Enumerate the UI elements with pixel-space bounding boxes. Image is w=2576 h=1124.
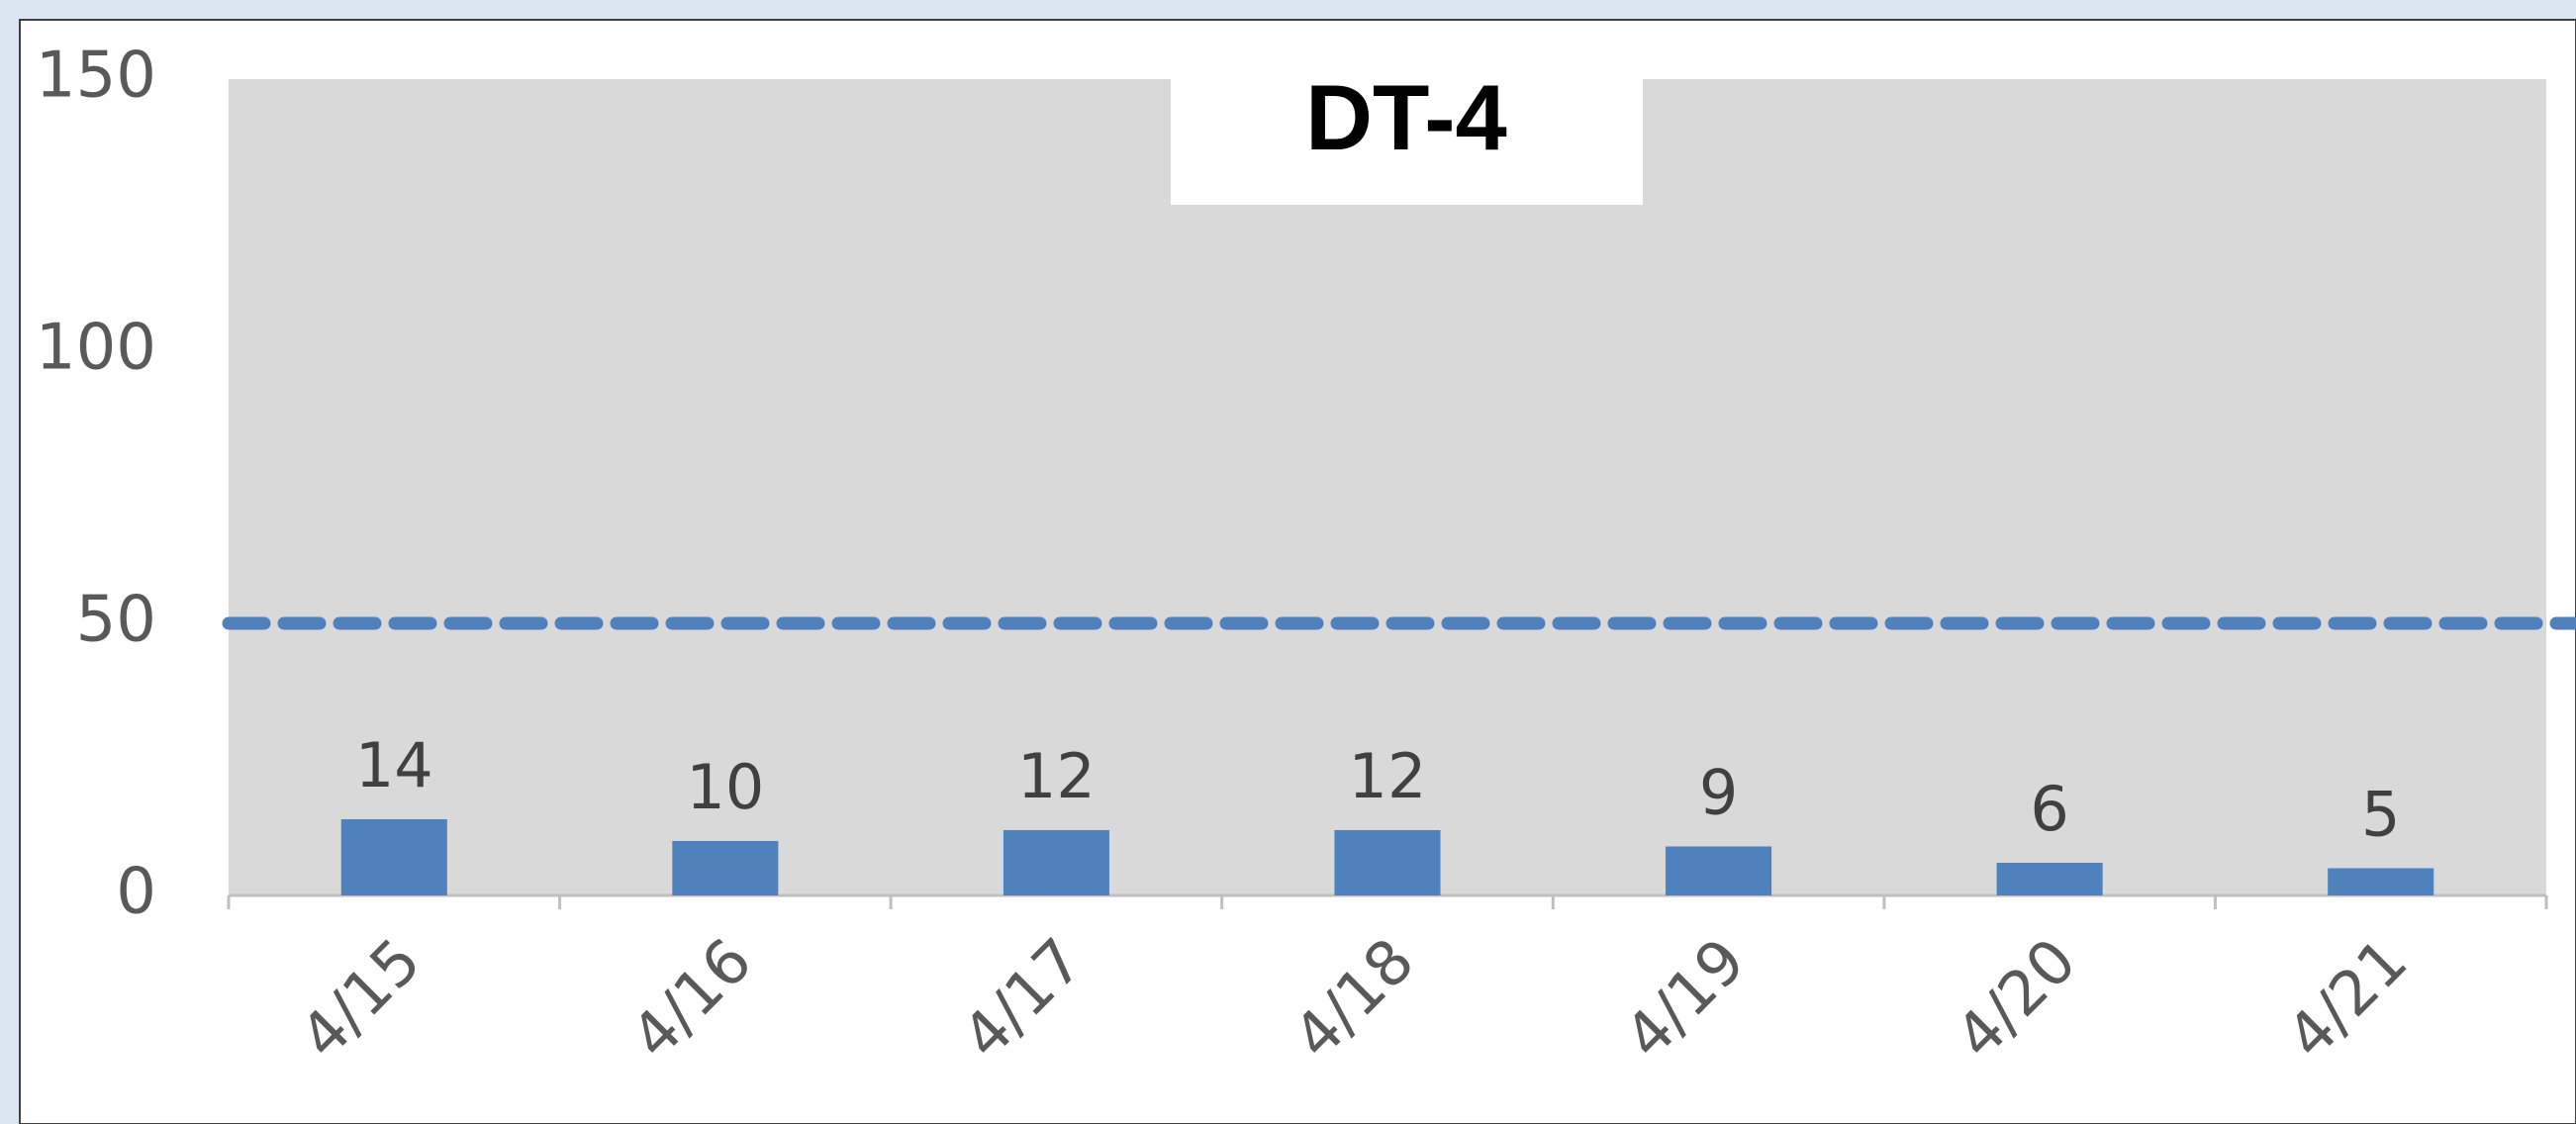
plot-area xyxy=(229,79,2546,895)
data-label: 6 xyxy=(2030,773,2068,845)
data-label: 14 xyxy=(355,729,433,801)
bar xyxy=(340,819,447,895)
bar xyxy=(672,841,779,895)
bar xyxy=(2328,868,2434,895)
bar xyxy=(1996,863,2103,895)
data-label: 10 xyxy=(686,751,764,823)
title-box xyxy=(1171,79,1643,205)
chart-title: DT-4 xyxy=(1305,65,1507,169)
y-tick-label: 0 xyxy=(116,856,156,929)
data-label: 5 xyxy=(2361,779,2400,851)
y-tick-label: 150 xyxy=(36,40,156,113)
bar xyxy=(1334,830,1441,895)
bar xyxy=(1002,830,1109,895)
y-tick-label: 50 xyxy=(76,584,156,657)
bar xyxy=(1666,846,1772,895)
data-label: 12 xyxy=(1017,740,1096,812)
data-label: 12 xyxy=(1349,740,1427,812)
data-label: 9 xyxy=(1699,757,1738,829)
y-tick-label: 100 xyxy=(36,312,156,385)
